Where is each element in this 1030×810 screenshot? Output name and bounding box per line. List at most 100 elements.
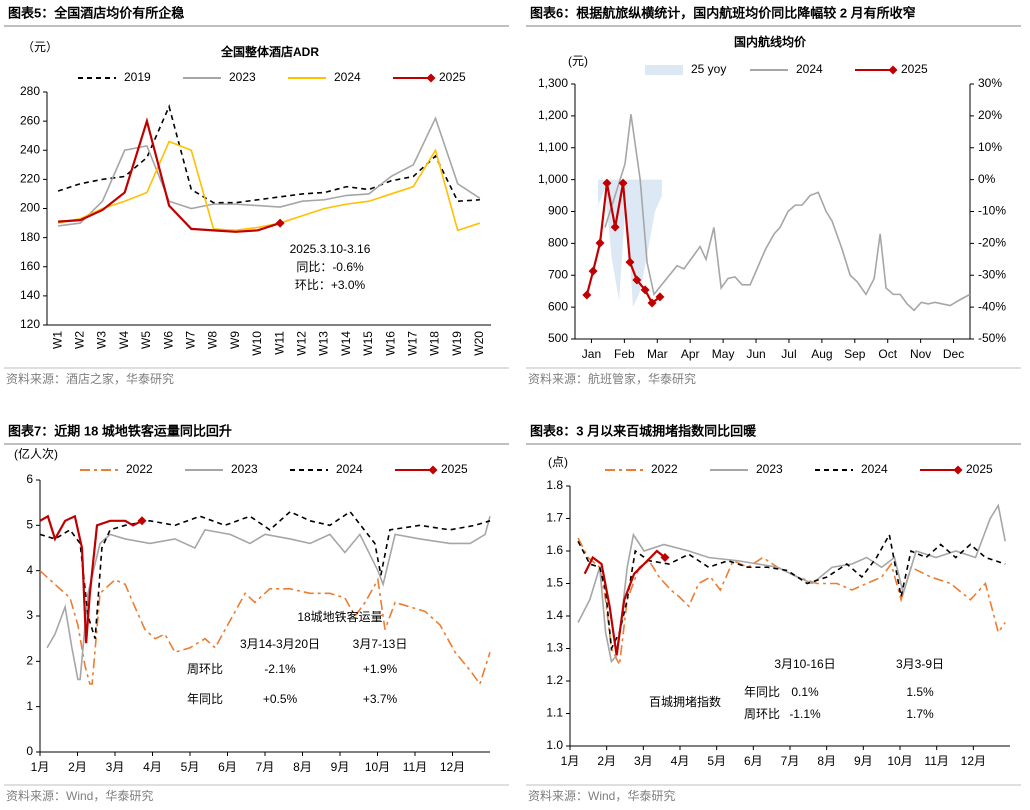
y-tick-label: 500 (548, 331, 568, 345)
x-tick-label: 6月 (218, 760, 237, 774)
y-tick-label: 120 (20, 317, 40, 331)
y-tick-label: 1.8 (546, 478, 563, 492)
x-tick-label: W20 (472, 331, 486, 356)
y-tick-label: 1.2 (546, 673, 563, 687)
x-tick-label: W4 (117, 331, 131, 349)
x-tick-label: W3 (95, 331, 109, 349)
y-tick-label: 1,200 (538, 108, 568, 122)
x-tick-label: Aug (811, 347, 832, 361)
y-tick-label: 220 (20, 172, 40, 186)
x-tick-label: 12月 (961, 754, 986, 768)
legend-label: 2023 (229, 70, 256, 84)
x-tick-label: 6月 (744, 754, 763, 768)
x-tick-label: 11月 (924, 754, 948, 768)
chart-subtitle: 全国整体酒店ADR (220, 44, 319, 59)
x-tick-label: 5月 (181, 760, 200, 774)
x-tick-label: Oct (878, 347, 897, 361)
x-tick-label: 4月 (143, 760, 162, 774)
marker (595, 238, 605, 248)
source: 资料来源：酒店之家，华泰研究 (6, 371, 174, 386)
legend-label: 25 yoy (691, 62, 726, 76)
y-tick-label: 1.4 (546, 608, 563, 622)
y2-tick-label: 30% (978, 76, 1002, 90)
x-tick-label: W8 (206, 331, 220, 349)
marker (640, 285, 650, 295)
panel-title: 图表8：3 月以来百城拥堵指数同比回暖 (530, 423, 757, 438)
line (39, 510, 491, 639)
table-row-label: 年同比 (744, 685, 780, 699)
marker (655, 292, 665, 302)
y-tick-label: 1.6 (546, 543, 563, 557)
table-row-label: 周环比 (187, 662, 223, 676)
area (598, 179, 662, 308)
y-tick-label: 1,300 (538, 76, 568, 90)
y-tick-label: 1.7 (546, 511, 563, 525)
table-cell: +1.9% (363, 662, 398, 676)
x-tick-label: Feb (614, 347, 635, 361)
line (583, 549, 666, 656)
x-tick-label: 10月 (365, 760, 390, 774)
y-tick-label: 1.0 (546, 738, 563, 752)
x-tick-label: W2 (72, 331, 86, 349)
x-tick-label: 1月 (31, 760, 50, 774)
y-tick-label: 280 (20, 84, 40, 98)
table-row-label: 周环比 (744, 707, 780, 721)
legend-label: 2025 (441, 462, 468, 476)
x-tick-label: 7月 (781, 754, 800, 768)
line (39, 514, 143, 644)
line (39, 570, 491, 686)
x-tick-label: 11月 (403, 760, 427, 774)
x-tick-label: Apr (681, 347, 700, 361)
y2-tick-label: 10% (978, 140, 1002, 154)
x-tick-label: Sep (844, 347, 866, 361)
table-column: 3月7-13日 (353, 637, 408, 651)
table-cell: +0.5% (263, 692, 298, 706)
y-tick-label: 600 (548, 299, 568, 313)
x-tick-label: 4月 (671, 754, 690, 768)
x-tick-label: Nov (910, 347, 931, 361)
legend-label: 2023 (231, 462, 258, 476)
x-tick-label: 3月 (634, 754, 653, 768)
marker (602, 178, 612, 188)
table-cell: -1.1% (789, 707, 821, 721)
y-tick-label: 1,100 (538, 140, 568, 154)
x-tick-label: 12月 (440, 760, 465, 774)
legend-marker (888, 65, 898, 75)
line (57, 116, 481, 227)
x-tick-label: 9月 (854, 754, 873, 768)
panel-title: 图表7：近期 18 城地铁客运量同比回升 (8, 423, 232, 438)
x-tick-label: Mar (647, 347, 668, 361)
x-tick-label: 8月 (817, 754, 836, 768)
y-tick-label: 240 (20, 142, 40, 156)
marker (137, 516, 147, 526)
y-unit: (元) (568, 54, 588, 68)
x-tick-label: 10月 (887, 754, 912, 768)
table-cell: 1.7% (906, 707, 934, 721)
line (57, 104, 480, 204)
x-tick-label: W17 (405, 331, 419, 356)
legend-label: 2025 (966, 462, 993, 476)
marker (632, 275, 642, 285)
legend-label: 2023 (756, 462, 783, 476)
x-tick-label: Dec (943, 347, 964, 361)
legend-marker (953, 465, 963, 475)
marker (618, 178, 628, 188)
y2-tick-label: -10% (978, 204, 1006, 218)
panel-title: 图表5：全国酒店均价有所企稳 (8, 5, 184, 20)
y-tick-label: 900 (548, 204, 568, 218)
x-tick-label: W12 (294, 331, 308, 356)
table-cell: 0.1% (791, 685, 819, 699)
y2-tick-label: -30% (978, 267, 1006, 281)
y-tick-label: 260 (20, 113, 40, 127)
chart-subtitle: 国内航线均价 (734, 34, 807, 49)
y-tick-label: 1,000 (538, 172, 568, 186)
annotation: 2025.3.10-3.16 (290, 242, 371, 256)
y-tick-label: 800 (548, 236, 568, 250)
table-column: 3月14-3月20日 (240, 637, 320, 651)
y-tick-label: 3 (26, 608, 33, 622)
line (577, 503, 1007, 664)
marker (625, 257, 635, 267)
y-unit: (亿人次) (14, 446, 58, 461)
annotation: 同比：-0.6% (296, 260, 364, 274)
